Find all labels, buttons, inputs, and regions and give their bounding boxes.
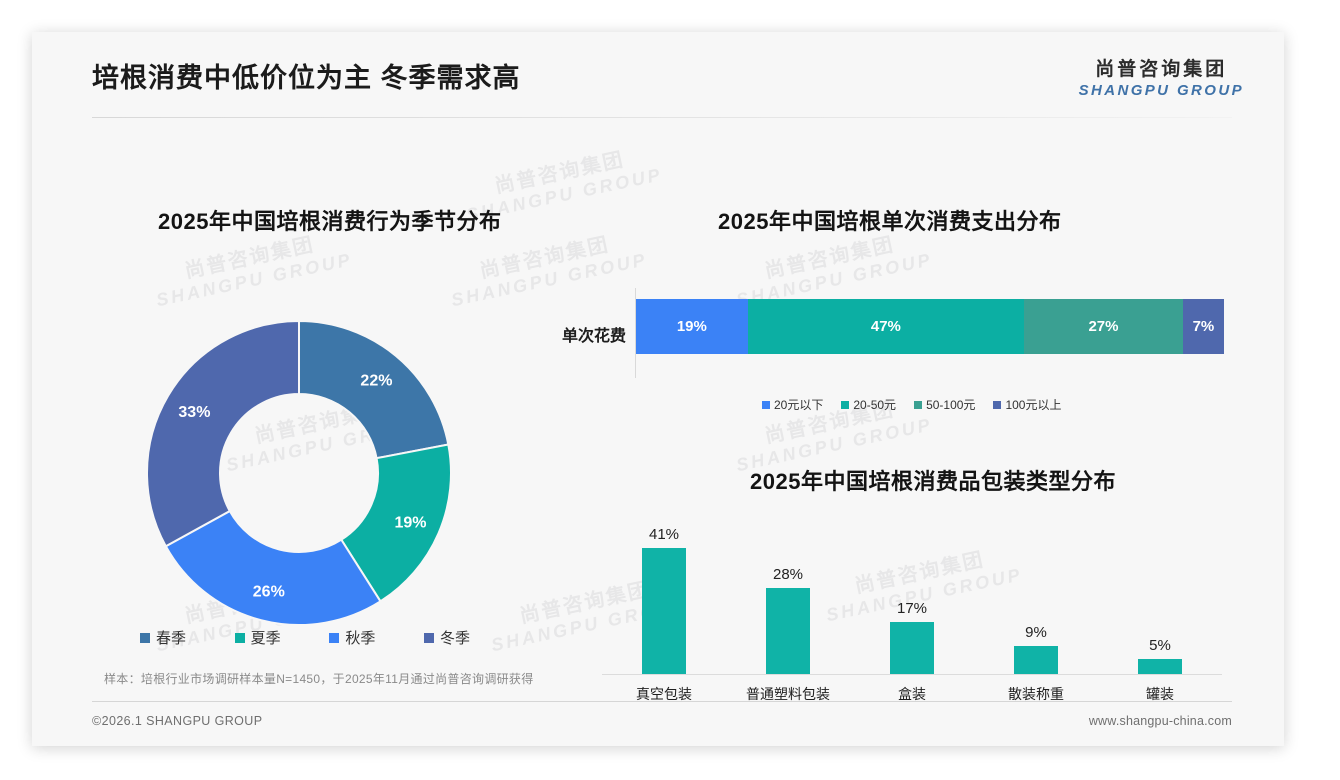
donut-svg: 22% 19% 26% 33% (146, 319, 452, 626)
donut-chart-title: 2025年中国培根消费行为季节分布 (158, 209, 502, 234)
bar-axis-line (602, 674, 1222, 675)
bar-column[interactable]: 41% (606, 502, 722, 674)
brand-logo: 尚普咨询集团 SHANGPU GROUP (1079, 60, 1244, 98)
bar-category-label: 普通塑料包装 (746, 686, 830, 702)
donut-slice-label: 33% (178, 404, 210, 421)
logo-en-text: SHANGPU GROUP (1078, 82, 1244, 99)
stack-segment-20-50[interactable]: 47% (747, 299, 1025, 354)
legend-label: 20-50元 (853, 398, 897, 412)
bar-category-label: 罐装 (1146, 686, 1174, 702)
stack-segment-under-20[interactable]: 19% (636, 299, 748, 354)
legend-item-under-20[interactable]: 20元以下 (762, 396, 823, 413)
legend-swatch-icon (423, 632, 434, 643)
spend-stacked-bar-chart: 单次花费 19% 47% 27% 7% (534, 282, 1234, 422)
donut-slice[interactable] (339, 443, 452, 603)
legend-item-summer[interactable]: 夏季 (234, 627, 281, 648)
bar-rect[interactable] (642, 547, 686, 674)
slide-footer: ©2026.1 SHANGPU GROUP www.shangpu-china.… (32, 702, 1284, 746)
bar-category-label: 真空包装 (636, 686, 692, 702)
bar-rect[interactable] (1138, 658, 1182, 674)
legend-item-over-100[interactable]: 100元以上 (993, 396, 1061, 413)
page-title: 培根消费中低价位为主 冬季需求高 (92, 63, 521, 93)
watermark-cn: 尚普咨询集团 (182, 233, 317, 283)
legend-label: 20元以下 (774, 398, 824, 412)
stack-segment-50-100[interactable]: 27% (1024, 299, 1183, 354)
legend-swatch-icon (329, 632, 340, 643)
donut-slice-label: 26% (253, 584, 285, 601)
legend-label: 50-100元 (926, 398, 976, 412)
packaging-chart-title: 2025年中国培根消费品包装类型分布 (750, 469, 1116, 494)
watermark: 尚普咨询集团 SHANGPU GROUP (150, 227, 355, 311)
website-url[interactable]: www.shangpu-china.com (1088, 714, 1232, 728)
bar-value-label: 28% (772, 565, 804, 583)
legend-item-50-100[interactable]: 50-100元 (914, 396, 975, 413)
bar-column[interactable]: 9% (978, 502, 1094, 674)
watermark-en: SHANGPU GROUP (154, 249, 355, 311)
stacked-bar: 19% 47% 27% 7% (636, 299, 1224, 354)
bar-value-label: 41% (648, 525, 680, 543)
bar-value-label: 5% (1149, 636, 1171, 654)
legend-label: 夏季 (250, 630, 281, 647)
donut-slice[interactable] (298, 319, 450, 460)
spend-chart-title: 2025年中国培根单次消费支出分布 (718, 209, 1062, 234)
legend-swatch-icon (140, 632, 150, 643)
stack-segment-over-100[interactable]: 7% (1182, 299, 1224, 354)
source-footnote: 样本：培根行业市场调研样本量N=1450，于2025年11月通过尚普咨询调研获得 (104, 672, 534, 686)
legend-label: 100元以上 (1005, 398, 1062, 412)
legend-label: 春季 (156, 630, 187, 647)
bar-rect[interactable] (766, 587, 810, 674)
legend-item-winter[interactable]: 冬季 (423, 627, 470, 648)
legend-item-autumn[interactable]: 秋季 (329, 627, 375, 648)
bar-column[interactable]: 5% (1102, 502, 1218, 674)
donut-slice-labels: 22% 19% 26% 33% (178, 372, 426, 600)
legend-swatch-icon (993, 400, 1002, 409)
legend-swatch-icon (914, 400, 923, 409)
bar-category-labels: 真空包装 普通塑料包装 盒装 散装称重 罐装 (602, 684, 1222, 704)
slide-header: 培根消费中低价位为主 冬季需求高 尚普咨询集团 SHANGPU GROUP (32, 32, 1284, 118)
bar-category-label: 盒装 (898, 686, 926, 702)
donut-slice-label: 19% (394, 514, 426, 531)
bar-value-label: 9% (1025, 624, 1047, 642)
legend-swatch-icon (234, 632, 245, 643)
donut-slices (146, 319, 452, 626)
legend-label: 秋季 (345, 630, 376, 647)
seasonal-donut-chart: 22% 19% 26% 33% (140, 314, 458, 632)
stacked-bar-axis-line (635, 288, 636, 378)
copyright-text: ©2026.1 SHANGPU GROUP (92, 714, 263, 728)
logo-cn-text: 尚普咨询集团 (1095, 59, 1228, 80)
footer-divider (92, 701, 1232, 702)
bar-column[interactable]: 28% (730, 502, 846, 674)
donut-legend: 春季 夏季 秋季 冬季 (140, 627, 470, 648)
stacked-bar-category-label: 单次花费 (561, 328, 626, 345)
bar-value-label: 17% (896, 599, 928, 617)
slide-canvas: 尚普咨询集团 SHANGPU GROUP 尚普咨询集团 SHANGPU GROU… (32, 32, 1284, 746)
bar-plot-area: 41% 28% 17% 9% 5% (602, 502, 1222, 674)
spend-legend: 20元以下 20-50元 50-100元 100元以上 (762, 396, 1079, 413)
bar-category-label: 散装称重 (1008, 686, 1064, 702)
legend-swatch-icon (762, 400, 770, 409)
bar-column[interactable]: 17% (854, 502, 970, 674)
donut-slice-label: 22% (360, 372, 392, 389)
donut-slice[interactable] (146, 319, 300, 548)
donut-slice[interactable] (164, 509, 382, 626)
legend-swatch-icon (841, 400, 850, 409)
bar-rect[interactable] (1014, 646, 1058, 674)
legend-item-20-50[interactable]: 20-50元 (841, 396, 896, 413)
packaging-bar-chart: 41% 28% 17% 9% 5% 真空包装 普通塑料包装 盒装 散装称重 罐装 (572, 502, 1232, 702)
legend-item-spring[interactable]: 春季 (140, 627, 186, 648)
header-divider (92, 117, 1232, 118)
watermark-cn: 尚普咨询集团 (492, 148, 627, 198)
legend-label: 冬季 (439, 630, 470, 647)
bar-rect[interactable] (890, 621, 934, 674)
